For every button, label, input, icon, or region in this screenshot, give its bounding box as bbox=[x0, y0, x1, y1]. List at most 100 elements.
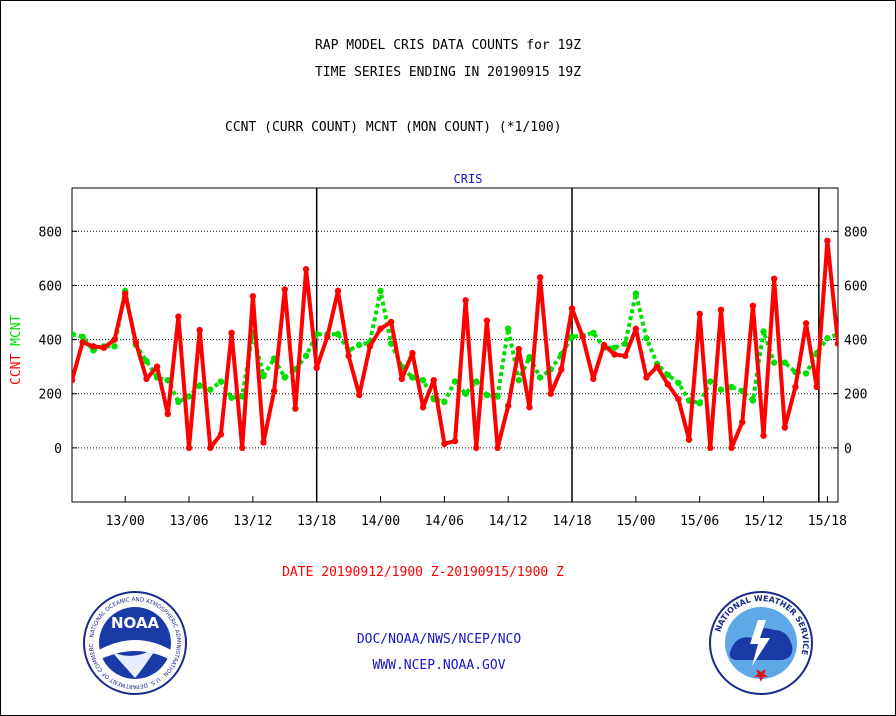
data-point-mcnt bbox=[111, 343, 118, 350]
data-point-ccnt bbox=[419, 404, 427, 411]
y-tick-label-left: 0 bbox=[54, 442, 62, 457]
data-point-ccnt bbox=[749, 302, 757, 309]
data-point-mcnt bbox=[643, 335, 650, 342]
data-point-ccnt bbox=[185, 444, 193, 452]
data-point-ccnt bbox=[600, 341, 608, 349]
data-point-ccnt bbox=[547, 390, 554, 397]
x-tick-label: 13/06 bbox=[169, 514, 208, 529]
data-point-ccnt bbox=[292, 405, 299, 412]
panel-label: CRIS bbox=[454, 172, 483, 186]
data-point-ccnt bbox=[430, 376, 437, 384]
data-point-ccnt bbox=[653, 363, 661, 370]
data-point-mcnt bbox=[590, 329, 597, 337]
series-line-ccnt bbox=[72, 238, 838, 450]
data-point-mcnt bbox=[419, 376, 427, 384]
data-point-ccnt bbox=[334, 287, 342, 295]
data-point-mcnt bbox=[568, 333, 576, 341]
data-point-mcnt bbox=[536, 374, 544, 381]
data-point-ccnt bbox=[717, 306, 725, 314]
data-point-mcnt bbox=[770, 359, 778, 366]
data-point-mcnt bbox=[611, 344, 618, 351]
data-point-ccnt bbox=[324, 333, 331, 341]
x-tick-label: 15/00 bbox=[616, 514, 655, 529]
data-point-ccnt bbox=[366, 343, 374, 350]
data-point-ccnt bbox=[387, 318, 395, 326]
data-point-ccnt bbox=[260, 439, 267, 446]
nws-logo-icon: NATIONAL WEATHER SERVICE bbox=[709, 591, 813, 695]
data-point-mcnt bbox=[185, 393, 193, 400]
data-point-ccnt bbox=[196, 326, 203, 334]
noaa-logo-icon: NOAA NATIONAL OCEANIC AND ATMOSPHERIC AD… bbox=[82, 590, 187, 695]
data-point-mcnt bbox=[356, 341, 363, 349]
data-point-mcnt bbox=[707, 378, 714, 385]
data-point-mcnt bbox=[622, 340, 629, 347]
data-point-ccnt bbox=[707, 444, 714, 452]
data-point-ccnt bbox=[813, 383, 820, 391]
data-point-mcnt bbox=[760, 328, 767, 335]
y-tick-label-left: 400 bbox=[39, 334, 62, 349]
data-point-ccnt bbox=[685, 436, 693, 443]
data-point-ccnt bbox=[675, 395, 682, 403]
data-point-ccnt bbox=[558, 366, 565, 373]
y-axis-label-mcnt: MCNT bbox=[9, 314, 24, 345]
x-tick-label: 13/00 bbox=[106, 514, 145, 529]
footer-url-line: WWW.NCEP.NOAA.GOV bbox=[372, 658, 506, 673]
data-point-ccnt bbox=[409, 349, 416, 357]
y-tick-label-right: 0 bbox=[844, 442, 852, 457]
data-point-ccnt bbox=[72, 376, 76, 384]
footer-org-line: DOC/NOAA/NWS/NCEP/NCO bbox=[356, 632, 522, 647]
data-point-mcnt bbox=[515, 376, 523, 384]
data-point-ccnt bbox=[504, 402, 512, 410]
x-tick-label: 14/06 bbox=[425, 514, 464, 529]
data-point-ccnt bbox=[664, 381, 671, 388]
data-point-ccnt bbox=[781, 424, 789, 431]
data-point-ccnt bbox=[728, 444, 735, 452]
data-point-ccnt bbox=[770, 275, 778, 282]
data-point-mcnt bbox=[824, 335, 831, 342]
data-point-mcnt bbox=[281, 374, 288, 381]
data-point-mcnt bbox=[632, 290, 640, 297]
data-point-ccnt bbox=[239, 444, 246, 452]
data-point-ccnt bbox=[121, 290, 129, 297]
data-point-mcnt bbox=[260, 372, 267, 380]
x-tick-label: 13/18 bbox=[297, 514, 336, 529]
x-tick-label: 14/12 bbox=[489, 514, 528, 529]
data-point-ccnt bbox=[398, 375, 406, 383]
data-point-ccnt bbox=[132, 339, 140, 346]
data-point-mcnt bbox=[72, 330, 76, 338]
data-point-mcnt bbox=[79, 333, 86, 341]
data-point-mcnt bbox=[494, 393, 501, 400]
date-range-label: DATE 20190912/1900 Z-20190915/1900 Z bbox=[282, 565, 564, 580]
chart-legend-description: CCNT (CURR COUNT) MCNT (MON COUNT) (*1/1… bbox=[225, 120, 562, 135]
data-point-mcnt bbox=[387, 340, 395, 347]
data-point-mcnt bbox=[483, 391, 491, 399]
data-point-mcnt bbox=[781, 359, 789, 366]
y-tick-label-right: 800 bbox=[844, 225, 867, 240]
data-point-ccnt bbox=[515, 345, 523, 353]
data-point-ccnt bbox=[526, 404, 533, 411]
data-point-ccnt bbox=[632, 325, 640, 332]
data-point-ccnt bbox=[356, 391, 363, 399]
data-point-mcnt bbox=[526, 353, 533, 361]
data-point-ccnt bbox=[696, 310, 703, 318]
series-ccnt bbox=[72, 237, 838, 452]
data-point-mcnt bbox=[473, 378, 480, 385]
y-tick-label-left: 200 bbox=[39, 388, 62, 403]
data-point-mcnt bbox=[728, 383, 735, 391]
data-point-ccnt bbox=[462, 297, 469, 304]
data-point-ccnt bbox=[760, 432, 767, 439]
data-point-ccnt bbox=[207, 444, 214, 452]
data-point-ccnt bbox=[536, 274, 544, 281]
y-axis-label: CCNT MCNT bbox=[9, 314, 24, 385]
x-tick-label: 14/18 bbox=[552, 514, 591, 529]
data-point-mcnt bbox=[334, 330, 342, 338]
data-point-ccnt bbox=[153, 363, 161, 370]
x-tick-label: 14/00 bbox=[361, 514, 400, 529]
data-point-mcnt bbox=[207, 386, 214, 393]
data-point-ccnt bbox=[377, 325, 384, 332]
data-point-mcnt bbox=[675, 379, 682, 387]
chart-title-line1: RAP MODEL CRIS DATA COUNTS for 19Z bbox=[314, 38, 582, 53]
data-point-mcnt bbox=[504, 325, 512, 332]
data-point-ccnt bbox=[590, 375, 597, 383]
